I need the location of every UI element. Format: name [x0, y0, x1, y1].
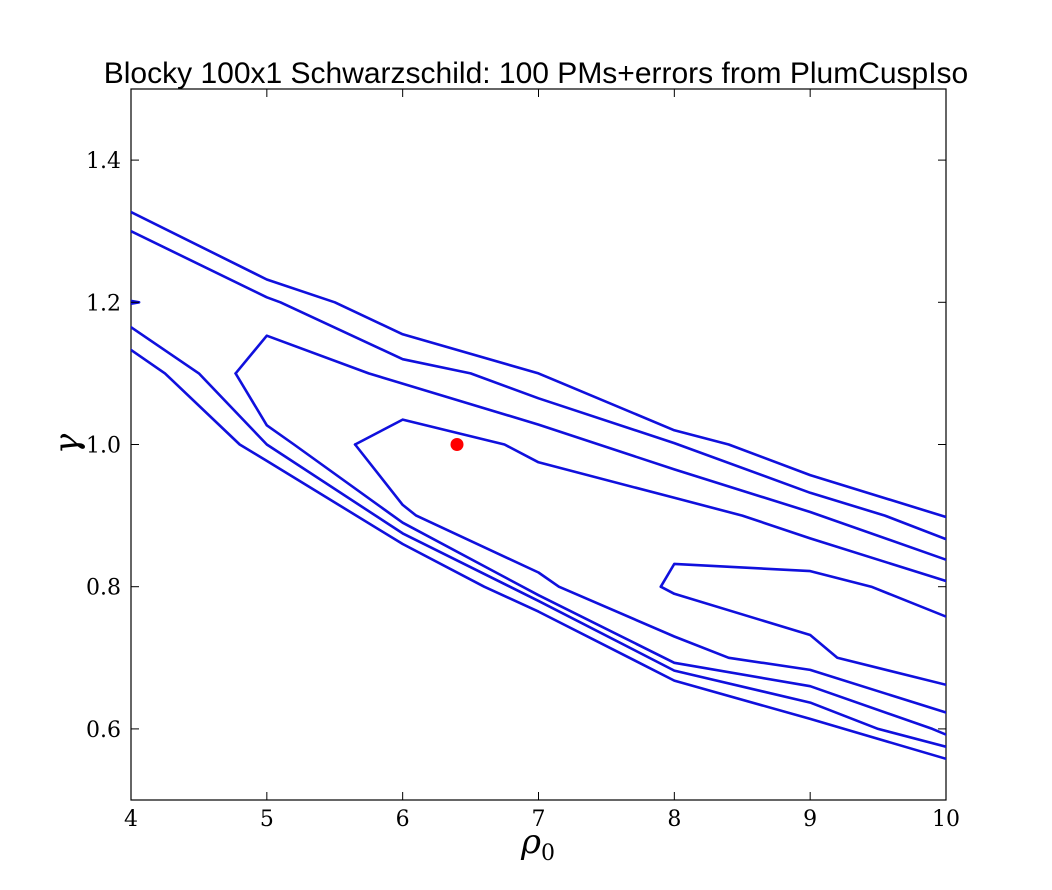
x-axis-label-subscript: 0: [541, 841, 555, 866]
x-tick-label: 10: [932, 807, 960, 832]
y-tick-label: 0.8: [86, 576, 121, 601]
x-tick-label: 9: [803, 807, 817, 832]
y-tick-label: 1.2: [86, 291, 121, 316]
data-markers: [450, 438, 464, 451]
contour-line-3: [659, 562, 946, 618]
contour-line-2: [353, 443, 946, 714]
contour-line-5: [234, 334, 946, 562]
contour-line-7: [131, 229, 946, 541]
y-tick-label: 0.6: [86, 718, 121, 743]
contour-line-8: [131, 325, 946, 749]
x-axis-label-main: ρ: [520, 822, 541, 862]
contour-line-4: [659, 585, 946, 687]
x-tick-label: 8: [667, 807, 681, 832]
x-tick-label: 6: [396, 807, 410, 832]
y-axis-label: γ: [47, 433, 87, 454]
x-axis-label: ρ0: [520, 822, 555, 866]
chart-title: Blocky 100x1 Schwarzschild: 100 PMs+erro…: [104, 57, 969, 90]
contour-line-11: [131, 299, 141, 306]
y-tick-label: 1.4: [86, 149, 121, 174]
data-point-marker-1: [450, 438, 464, 451]
y-tick-label: 1.0: [86, 434, 121, 459]
contour-line-1: [353, 418, 946, 583]
contour-line-9: [131, 210, 946, 519]
x-tick-label: 7: [532, 807, 546, 832]
x-tick-label: 5: [260, 807, 274, 832]
y-axis-ticks: 0.6 0.8 1.0 1.2 1.4: [86, 149, 946, 743]
x-tick-label: 4: [124, 807, 138, 832]
contour-lines: [131, 210, 946, 761]
x-axis-ticks: 4 5 6 7 8 9 10: [124, 89, 960, 832]
contour-line-10: [131, 348, 946, 761]
plot-area: 4 5 6 7 8 9 10 0.6 0.8 1.0 1.2 1.4: [86, 88, 960, 832]
contour-line-6: [234, 372, 946, 736]
